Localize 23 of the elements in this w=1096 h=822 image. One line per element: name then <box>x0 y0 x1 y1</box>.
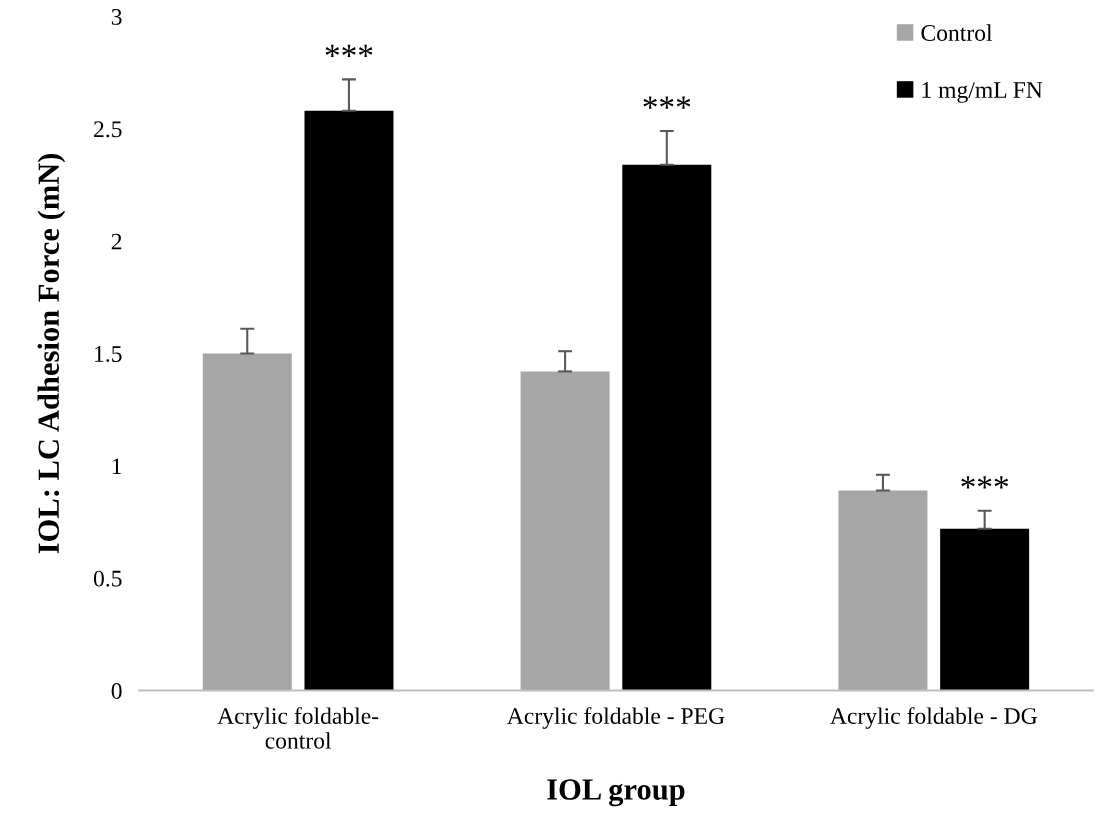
legend-label: Control <box>921 24 993 41</box>
y-tick-label: 2.5 <box>94 121 122 138</box>
y-axis-title: IOL: LC Adhesion Force (mN) <box>37 153 66 554</box>
bar <box>202 353 292 691</box>
annotation: *** <box>325 44 373 58</box>
x-tick-label: Acrylic foldable - PEG <box>507 707 725 729</box>
y-tick-label: 1.5 <box>95 346 122 362</box>
x-tick-label: Acrylic foldable- control <box>217 707 379 749</box>
bar <box>940 528 1030 691</box>
y-tick-label: 0 <box>111 682 122 699</box>
x-tick-label: Acrylic foldable - DG <box>830 707 1037 729</box>
annotation: *** <box>961 476 1009 489</box>
y-tick-label: 2 <box>111 233 122 250</box>
y-tick-label: 3 <box>111 9 122 25</box>
y-tick-label: 0.5 <box>93 570 122 587</box>
x-axis-title: IOL group <box>547 779 685 807</box>
annotation: *** <box>643 96 691 109</box>
legend-label: 1 mg/mL FN <box>922 82 1043 103</box>
y-tick-label: 1 <box>112 458 122 474</box>
bar <box>622 164 712 691</box>
bar <box>838 490 928 691</box>
bar <box>520 371 610 691</box>
bar <box>304 110 394 691</box>
